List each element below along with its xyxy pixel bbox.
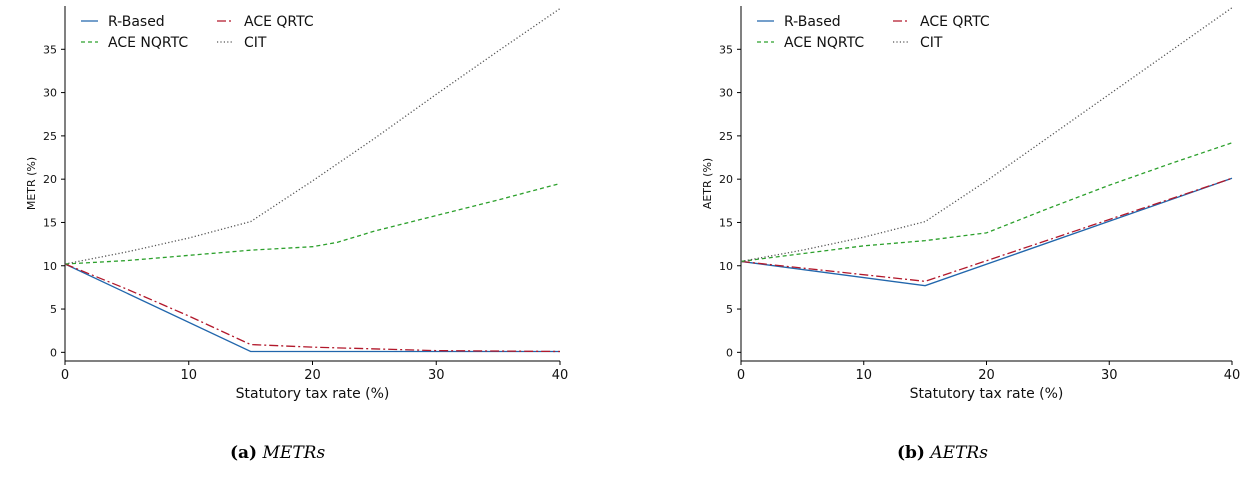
legend-label: ACE QRTC xyxy=(920,14,990,30)
y-tick-label: 20 xyxy=(43,173,57,186)
series-line-cit xyxy=(64,8,561,265)
y-tick-label: 10 xyxy=(43,260,57,273)
legend-label: CIT xyxy=(920,35,943,51)
x-tick-label: 20 xyxy=(304,368,321,383)
y-axis-label: METR (%) xyxy=(25,157,38,210)
legend-label: R-Based xyxy=(108,14,165,30)
x-tick-label: 30 xyxy=(1101,368,1118,383)
legend-label: ACE QRTC xyxy=(244,14,314,30)
series-line-ace-qrtc xyxy=(64,263,561,353)
x-tick-label: 20 xyxy=(978,368,995,383)
x-tick-label: 40 xyxy=(552,368,569,383)
caption-a-label: (a) xyxy=(230,443,258,463)
caption-a: (a) METRs xyxy=(230,443,325,463)
x-tick-label: 0 xyxy=(737,368,745,383)
series-line-ace-nqrtc xyxy=(64,182,561,265)
y-tick-label: 35 xyxy=(719,43,733,56)
x-axis-label: Statutory tax rate (%) xyxy=(910,386,1064,402)
caption-b-text: AETRs xyxy=(930,443,988,463)
x-tick-label: 10 xyxy=(855,368,872,383)
aetr-chart: 0 5 10 15 20 25 30 35 0 10 20 30 40 Statutory tax rat… xyxy=(701,6,1241,402)
y-tick-label: 35 xyxy=(43,43,57,56)
y-tick-label: 30 xyxy=(719,87,733,100)
x-axis-label: Statutory tax rate (%) xyxy=(236,386,390,402)
caption-b: (b) AETRs xyxy=(897,443,988,463)
y-tick-label: 15 xyxy=(43,216,57,229)
y-tick-label: 0 xyxy=(726,346,733,359)
legend-label: ACE NQRTC xyxy=(784,35,864,51)
x-tick-label: 40 xyxy=(1224,368,1241,383)
y-tick-label: 5 xyxy=(726,303,733,316)
y-tick-label: 30 xyxy=(43,87,57,100)
series-line-ace-nqrtc xyxy=(740,142,1233,263)
y-tick-label: 20 xyxy=(719,173,733,186)
y-tick-label: 0 xyxy=(50,346,57,359)
series-line-cit xyxy=(740,7,1233,263)
x-tick-label: 0 xyxy=(61,368,69,383)
metr-chart: 0 5 10 15 20 25 30 35 0 10 20 30 40 Statutory tax rat… xyxy=(25,6,569,402)
y-tick-label: 5 xyxy=(50,303,57,316)
y-tick-label: 15 xyxy=(719,216,733,229)
y-tick-label: 25 xyxy=(43,130,57,143)
legend-label: ACE NQRTC xyxy=(108,35,188,51)
x-tick-label: 10 xyxy=(180,368,197,383)
caption-a-text: METRs xyxy=(262,443,326,463)
caption-b-label: (b) xyxy=(897,443,925,463)
series-line-ace-qrtc xyxy=(740,177,1233,283)
y-tick-label: 10 xyxy=(719,260,733,273)
series-line-r-based xyxy=(740,177,1233,287)
legend-label: CIT xyxy=(244,35,267,51)
x-tick-label: 30 xyxy=(428,368,445,383)
y-tick-label: 25 xyxy=(719,130,733,143)
y-axis-label: AETR (%) xyxy=(701,158,714,209)
series-line-r-based xyxy=(64,263,560,353)
legend-label: R-Based xyxy=(784,14,841,30)
